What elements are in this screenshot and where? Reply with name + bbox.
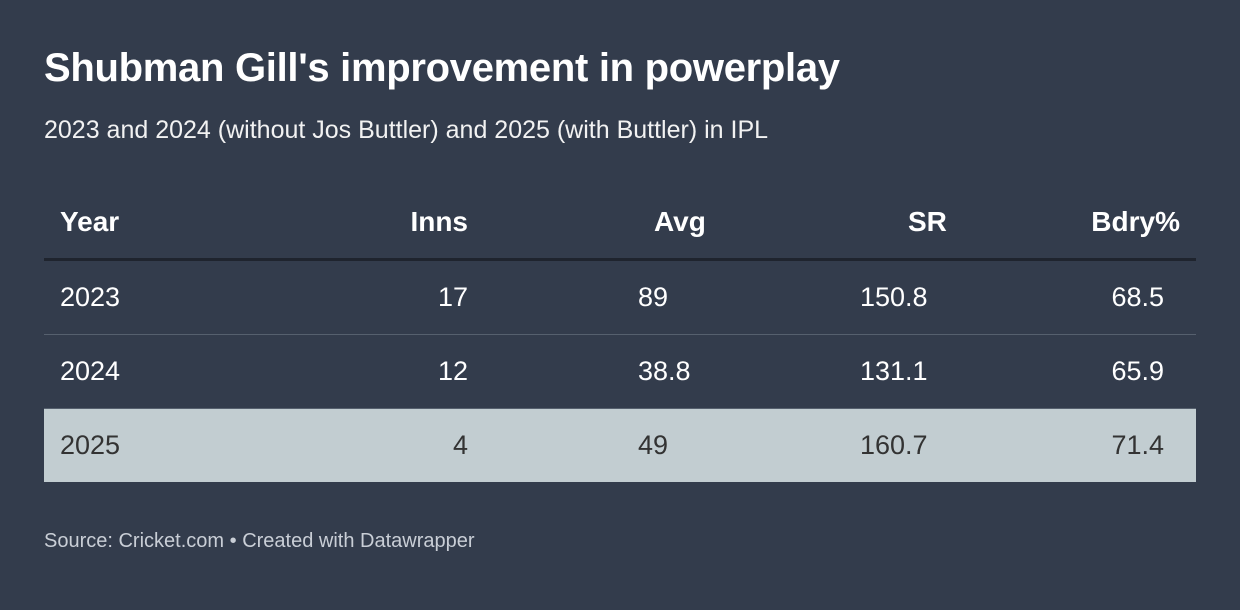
cell-bdry: 71.4 bbox=[1111, 430, 1164, 460]
cell-sr: 160.7 bbox=[860, 430, 928, 460]
table-row-highlighted: 2025 4 49 160.7 71.4 bbox=[44, 409, 1196, 482]
cell-bdry: 68.5 bbox=[1111, 282, 1164, 312]
chart-subtitle: 2023 and 2024 (without Jos Buttler) and … bbox=[44, 116, 769, 144]
cell-sr: 150.8 bbox=[860, 282, 928, 312]
footer-separator: • bbox=[229, 530, 237, 552]
cell-inns: 17 bbox=[437, 282, 468, 312]
cell-year: 2024 bbox=[60, 356, 121, 386]
table-row: 2023 17 89 150.8 68.5 bbox=[44, 261, 1196, 335]
cell-avg: 49 bbox=[638, 430, 669, 460]
column-header-inns: Inns bbox=[410, 206, 468, 237]
source-note: Source: Cricket.com bbox=[44, 530, 225, 552]
cell-bdry: 65.9 bbox=[1111, 356, 1164, 386]
chart-title: Shubman Gill's improvement in powerplay bbox=[44, 46, 840, 90]
column-header-avg: Avg bbox=[654, 206, 706, 237]
column-header-year: Year bbox=[60, 206, 120, 237]
cell-avg: 89 bbox=[638, 282, 669, 312]
stats-table: Year Inns Avg SR Bdry% 2023 17 89 150.8 … bbox=[44, 186, 1196, 482]
cell-year: 2023 bbox=[60, 282, 121, 312]
column-header-sr: SR bbox=[908, 206, 947, 237]
credit-note: Created with Datawrapper bbox=[242, 530, 475, 552]
cell-avg: 38.8 bbox=[638, 356, 691, 386]
cell-sr: 131.1 bbox=[860, 356, 928, 386]
chart-footer: Source: Cricket.com • Created with Dataw… bbox=[44, 530, 475, 553]
column-header-bdry: Bdry% bbox=[1091, 206, 1180, 237]
cell-inns: 4 bbox=[452, 430, 468, 460]
cell-year: 2025 bbox=[60, 430, 121, 460]
table-row: 2024 12 38.8 131.1 65.9 bbox=[44, 335, 1196, 409]
table-header-row: Year Inns Avg SR Bdry% bbox=[44, 186, 1196, 261]
cell-inns: 12 bbox=[437, 356, 468, 386]
